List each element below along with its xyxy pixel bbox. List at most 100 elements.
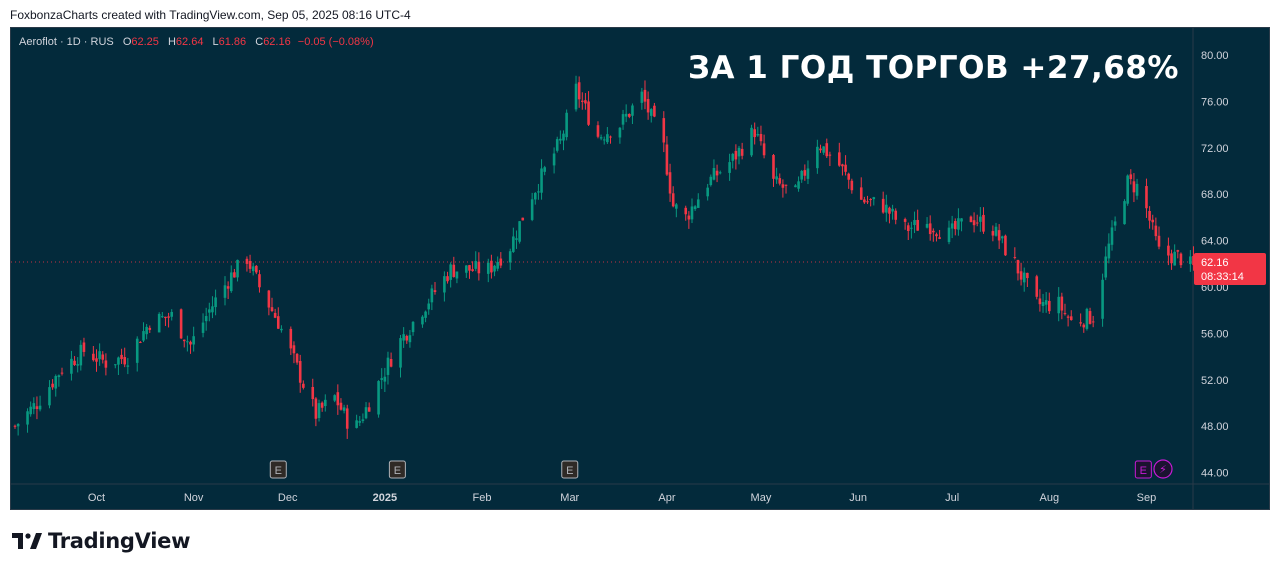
candle-body [449,264,452,280]
legend-change: −0.05 (−0.08%) [297,36,374,48]
candle-body [276,316,280,329]
x-tick-label: Dec [278,492,298,504]
candle-body [891,208,894,212]
candle-body [430,288,434,303]
earnings-marker [1134,460,1152,479]
earnings-marker-label: E [394,465,401,477]
candle-body [433,290,437,293]
candle-body [336,392,340,406]
candle-body [1044,300,1048,305]
candle-body [665,144,669,175]
candle-body [737,147,741,157]
candle-body [214,297,217,308]
candle-body [320,402,324,408]
candle-body [935,234,938,237]
earnings-marker [388,460,406,479]
candle-body [640,91,644,103]
candle-body [1057,296,1061,314]
candle-body [540,168,543,193]
candle-body [969,216,973,223]
candle-body [486,262,490,274]
candle-body [233,272,236,278]
candle-body [800,170,803,180]
candle-body [555,139,559,151]
legend-open-value: 62.25 [131,36,159,48]
candle-body [1041,301,1045,307]
candle-body [424,311,427,318]
candle-body [164,316,167,319]
legend-symbol: Aeroflot · 1D · RUS [19,36,114,48]
candle-body [1189,256,1192,265]
candle-body [251,266,255,272]
candle-body [1179,253,1183,266]
candle-body [1126,175,1129,204]
tradingview-logo[interactable]: TradingView [12,529,190,553]
candle-body [446,276,449,282]
candle-body [26,411,29,425]
candle-body [844,164,847,172]
candle-body [98,351,101,360]
earnings-marker-label: E [566,465,573,477]
candle-body [474,260,478,269]
candle-body [559,138,562,141]
x-tick-label: Sep [1137,492,1157,504]
candle-body [289,328,293,349]
candle-body [718,172,722,174]
candle-body [1135,183,1139,196]
last-price-badge [1194,252,1266,285]
candle-body [167,316,170,318]
candle-body [533,192,537,200]
y-tick-label: 60.00 [1201,282,1229,294]
candle-body [402,334,405,341]
candle-body [885,204,888,213]
candle-body [850,180,854,191]
candle-body [599,137,603,139]
candle-body [258,274,261,288]
candle-body [145,326,148,335]
candle-body [499,258,503,266]
last-price-value: 62.16 [1201,257,1229,269]
candle-body [179,309,183,339]
tradingview-logo-text: TradingView [48,529,191,553]
candle-body [1101,279,1104,319]
candle-body [248,261,252,269]
candle-body [245,258,249,264]
candle-body [292,345,296,354]
candle-body [1088,311,1092,324]
x-tick-label: Apr [658,492,675,504]
candle-body [302,383,305,388]
chart-panel[interactable]: 80.00 76.00 72.00 68.00 64.00 60.00 56.00 52.00… [10,27,1270,510]
candle-body [953,221,957,230]
candle-body [1107,243,1111,259]
legend-low-key: L [212,36,219,48]
candle-body [139,341,142,343]
candle-body [333,395,336,401]
candle-body [994,226,998,236]
candle-body [794,185,797,188]
y-tick-label: 56.00 [1201,328,1229,340]
candle-body [991,231,995,236]
candle-body [104,360,108,368]
candle-body [872,197,876,200]
candle-body [803,170,807,176]
candle-body [201,322,205,333]
candle-body [1157,235,1161,247]
candle-body [101,354,105,360]
candle-body [822,146,825,153]
candle-body [204,316,208,322]
candle-body [906,225,910,231]
candle-body [471,269,474,271]
candle-body [775,176,778,180]
candle-body [386,357,390,375]
candle-body [229,272,233,292]
candle-body [515,238,518,240]
candle-body [1145,186,1148,209]
candle-body [1148,210,1151,221]
candle-body [606,134,609,143]
candle-body [236,259,239,278]
candlestick-chart[interactable]: 80.00 76.00 72.00 68.00 64.00 60.00 56.00 52.00… [11,28,1270,510]
candle-body [148,327,152,330]
candle-body [646,99,650,113]
candle-body [910,227,913,229]
candle-body [1022,272,1026,283]
